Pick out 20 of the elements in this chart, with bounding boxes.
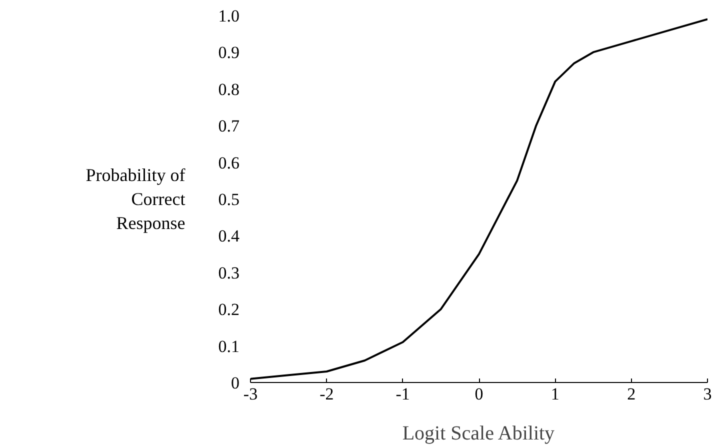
- y-tick-label: 0.7: [218, 116, 240, 136]
- x-tick-label: 1: [550, 384, 560, 404]
- y-tick-label: 0.3: [218, 263, 240, 282]
- y-tick-label: 0.2: [218, 300, 240, 320]
- y-tick-label: 0.8: [218, 80, 240, 99]
- x-tick-label: 3: [703, 384, 712, 404]
- x-tick-label: -3: [243, 384, 258, 404]
- y-axis-title: Probability of Correct Response: [86, 165, 186, 233]
- x-axis-title: Logit Scale Ability: [402, 422, 555, 444]
- x-tick-label: -1: [396, 384, 410, 404]
- y-tick-label: 1.0: [218, 6, 240, 26]
- x-tick-label: -2: [320, 384, 334, 404]
- y-tick-label: 0.1: [218, 336, 240, 356]
- x-tick-label: 2: [627, 384, 636, 404]
- y-tick-label: 0.9: [218, 43, 240, 62]
- x-tick-label: 0: [474, 384, 484, 404]
- y-tick-label: 0.5: [218, 190, 240, 209]
- y-tick-label: 0.4: [218, 226, 240, 246]
- line-series: [250, 18, 708, 380]
- y-tick-label: 0.6: [218, 153, 240, 172]
